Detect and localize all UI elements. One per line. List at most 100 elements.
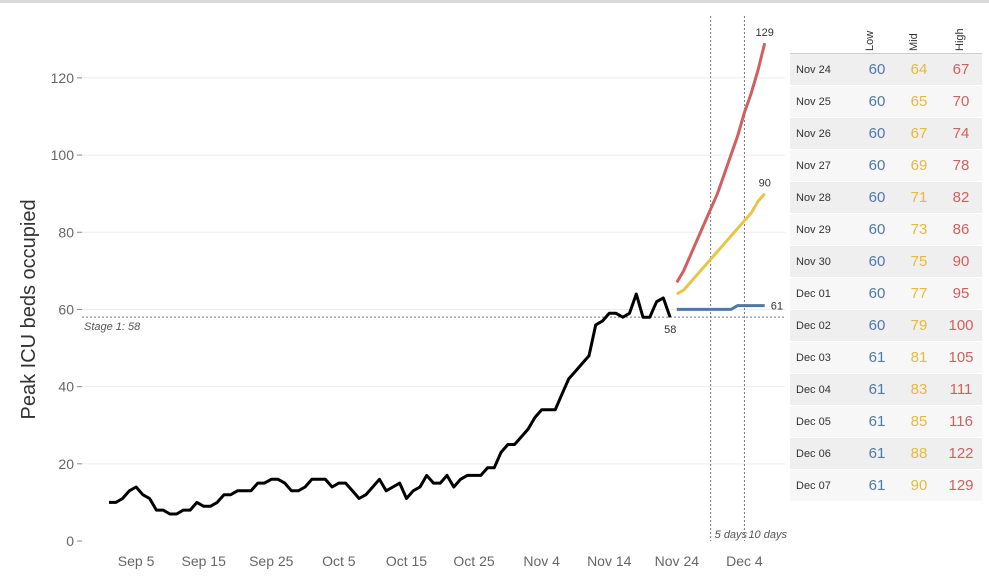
x-tick-label: Oct 5 [322, 553, 356, 569]
table-date-cell: Dec 06 [796, 447, 831, 460]
table-low-cell: 60 [868, 221, 886, 238]
table-mid-cell: 67 [910, 125, 928, 142]
table-mid-cell: 85 [910, 413, 928, 430]
top-border [0, 0, 989, 3]
observed-series-line [109, 292, 672, 516]
y-tick-label: 120 [51, 70, 75, 86]
table-mid-cell: 88 [910, 445, 928, 462]
y-tick-label: 80 [58, 224, 74, 240]
table-high-cell: 100 [948, 317, 974, 334]
table-low-cell: 60 [868, 285, 886, 302]
x-tick-label: Nov 14 [587, 553, 632, 569]
table-row: Dec 07 61 90 129 [790, 470, 982, 502]
table-high-cell: 82 [952, 189, 970, 206]
table-high-cell: 116 [949, 413, 973, 430]
table-date-cell: Dec 02 [796, 319, 831, 332]
col-header-low: Low [864, 30, 876, 51]
table-row: Nov 28 60 71 82 [790, 182, 982, 214]
table-low-cell: 60 [868, 253, 886, 270]
table-low-cell: 61 [868, 477, 886, 494]
table-low-cell: 60 [868, 317, 886, 334]
table-date-cell: Nov 25 [796, 95, 831, 108]
projection-table: Low Mid High Nov 24 60 64 67 Nov 25 60 65 70 Nov… [790, 20, 982, 502]
x-tick-label: Oct 15 [386, 553, 427, 569]
table-row: Dec 03 61 81 105 [790, 342, 982, 374]
table-body: Nov 24 60 64 67 Nov 25 60 65 70 Nov 26 60 67 74 Nov … [790, 54, 982, 502]
y-tick-label: 100 [51, 147, 75, 163]
x-tick-label: Sep 5 [118, 553, 155, 569]
table-date-cell: Dec 07 [796, 479, 831, 492]
table-date-cell: Dec 05 [796, 415, 831, 428]
last-observed-label: 58 [664, 324, 676, 336]
table-mid-cell: 71 [910, 189, 928, 206]
table-mid-cell: 75 [910, 253, 928, 270]
table-row: Dec 02 60 79 100 [790, 310, 982, 342]
table-low-cell: 60 [868, 189, 886, 206]
table-date-cell: Dec 03 [796, 351, 831, 364]
table-low-cell: 61 [868, 413, 886, 430]
table-high-cell: 74 [952, 125, 970, 142]
table-high-cell: 70 [952, 93, 970, 110]
end-label-high: 129 [756, 27, 774, 39]
table-row: Nov 25 60 65 70 [790, 86, 982, 118]
table-mid-cell: 90 [910, 477, 928, 494]
table-mid-cell: 81 [910, 349, 928, 366]
x-tick-label: Sep 15 [181, 553, 226, 569]
col-header-mid: Mid [908, 33, 920, 51]
y-tick-label: 20 [58, 456, 74, 472]
table-header: Low Mid High [790, 20, 982, 54]
table-date-cell: Nov 30 [796, 255, 831, 268]
x-tick-label: Nov 4 [523, 553, 560, 569]
table-date-cell: Nov 26 [796, 127, 831, 140]
y-tick-label: 40 [58, 379, 74, 395]
vertical-marker-label: 5 days [715, 529, 748, 541]
table-low-cell: 61 [868, 445, 886, 462]
table-date-cell: Nov 29 [796, 223, 831, 236]
table-mid-cell: 79 [910, 317, 928, 334]
table-date-cell: Nov 27 [796, 159, 831, 172]
x-tick-label: Sep 25 [249, 553, 294, 569]
table-low-cell: 60 [868, 125, 886, 142]
table-row: Nov 24 60 64 67 [790, 54, 982, 86]
end-label-low: 61 [771, 301, 783, 313]
table-date-cell: Dec 01 [796, 287, 831, 300]
y-axis-label: Peak ICU beds occupied [18, 199, 40, 419]
x-tick-label: Nov 24 [655, 553, 700, 569]
table-high-cell: 86 [952, 221, 970, 238]
table-low-cell: 60 [868, 61, 886, 78]
table-low-cell: 60 [868, 157, 886, 174]
table-row: Dec 01 60 77 95 [790, 278, 982, 310]
table-date-cell: Nov 28 [796, 191, 831, 204]
icu-projection-chart: 0 20 40 60 80 100 120 Sep 5 Sep 15 Sep 25 Oct 5 Oct… [18, 16, 787, 569]
table-row: Dec 06 61 88 122 [790, 438, 982, 470]
table-date-cell: Dec 04 [796, 383, 831, 396]
y-tick-label: 0 [66, 533, 74, 549]
table-high-cell: 95 [952, 285, 970, 302]
table-date-cell: Nov 24 [796, 63, 831, 76]
table-high-cell: 105 [948, 349, 974, 366]
table-mid-cell: 65 [910, 93, 928, 110]
table-row: Nov 30 60 75 90 [790, 246, 982, 278]
table-row: Nov 26 60 67 74 [790, 118, 982, 150]
table-mid-cell: 83 [910, 381, 928, 398]
table-high-cell: 111 [949, 381, 973, 398]
table-high-cell: 78 [952, 157, 970, 174]
table-row: Dec 05 61 85 116 [790, 406, 982, 438]
table-high-cell: 122 [948, 445, 974, 462]
col-header-high: High [954, 28, 966, 51]
table-mid-cell: 77 [910, 285, 928, 302]
table-high-cell: 67 [952, 61, 970, 78]
table-mid-cell: 64 [910, 61, 928, 78]
vertical-marker-label: 10 days [748, 529, 787, 541]
reference-line-label: Stage 1: 58 [84, 321, 141, 333]
table-low-cell: 60 [868, 93, 886, 110]
table-row: Dec 04 61 83 111 [790, 374, 982, 406]
table-mid-cell: 73 [910, 221, 928, 238]
projection-line-high [675, 42, 767, 284]
y-tick-label: 60 [58, 301, 74, 317]
table-low-cell: 61 [868, 349, 886, 366]
projection-line-low [676, 304, 765, 311]
table-row: Nov 29 60 73 86 [790, 214, 982, 246]
table-mid-cell: 69 [910, 157, 928, 174]
